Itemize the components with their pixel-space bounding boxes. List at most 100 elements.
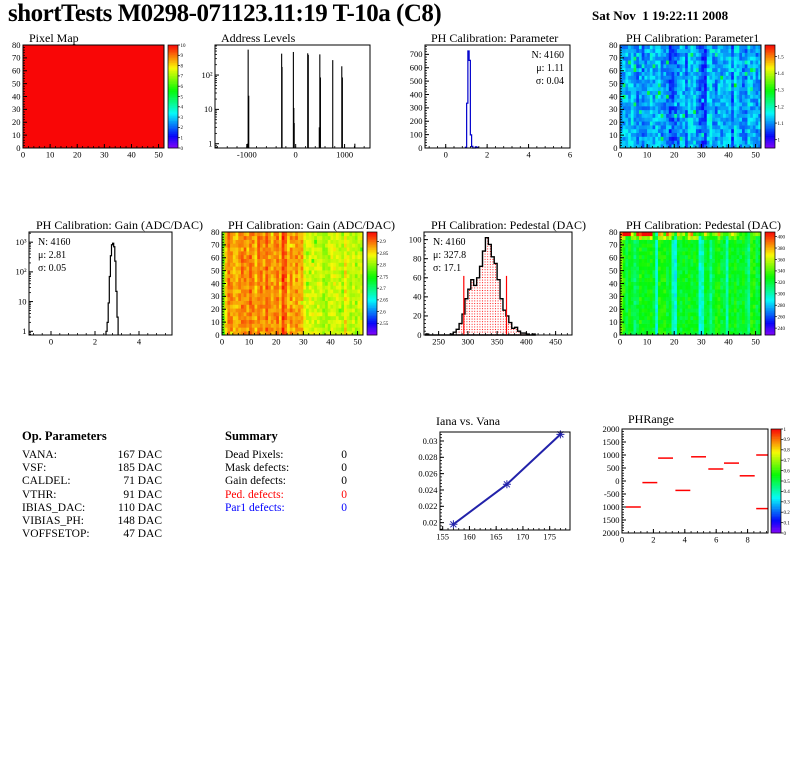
svg-text:70: 70 [609,53,618,63]
param-label: VOFFSETOP: [22,528,90,541]
param-value: 91 DAC [123,488,162,501]
svg-text:80: 80 [609,40,618,50]
svg-text:30: 30 [609,104,618,114]
param-row: VOFFSETOP: 47 DAC [22,528,162,541]
svg-text:σ: 0.05: σ: 0.05 [38,263,66,274]
param-row: VTHR: 91 DAC [22,489,162,502]
param-row: CALDEL: 71 DAC [22,475,162,488]
svg-text:6: 6 [568,150,572,160]
svg-text:9: 9 [181,54,184,59]
svg-text:μ: 2.81: μ: 2.81 [38,250,66,261]
op-parameters-title: Op. Parameters [22,429,107,443]
svg-text:1: 1 [778,138,781,143]
svg-text:-1000: -1000 [237,150,257,160]
svg-text:2: 2 [181,126,184,131]
chart-title: PH Calibration: Gain (ADC/DAC) [228,218,395,232]
svg-text:8: 8 [181,64,184,69]
svg-text:0: 0 [417,330,421,340]
svg-text:40: 40 [127,150,136,160]
svg-text:2.75: 2.75 [380,275,389,280]
svg-text:10²: 10² [15,267,27,277]
svg-text:20: 20 [670,150,679,160]
svg-text:60: 60 [12,66,21,76]
svg-text:20: 20 [73,150,82,160]
param-value: 47 DAC [123,528,162,541]
param-row: VSF: 185 DAC [22,462,162,475]
svg-text:N: 4160: N: 4160 [38,237,71,248]
summary-block: Summary Dead Pixels: 0 Mask defects: 0 Gai… [225,429,347,515]
ph-parameter1-map-chart: PH Calibration: Parameter1 0 10 20 30 40 5001… [609,31,785,160]
svg-text:80: 80 [211,227,220,237]
svg-text:40: 40 [326,337,335,347]
svg-text:30: 30 [100,150,109,160]
svg-text:40: 40 [211,278,220,288]
svg-text:600: 600 [410,63,423,73]
summary-row: Dead Pixels: 0 [225,449,347,462]
panel-gain-hist: PH Calibration: Gain (ADC/DAC) 0 2 4 1 10 10²… [0,218,203,359]
svg-text:0: 0 [294,150,298,160]
chart-title: PH Calibration: Pedestal (DAC) [626,218,781,232]
svg-text:0: 0 [16,143,20,153]
svg-text:300: 300 [461,337,474,347]
svg-text:0: 0 [618,150,622,160]
svg-text:250: 250 [432,337,445,347]
svg-text:300: 300 [410,103,423,113]
svg-text:60: 60 [211,253,220,263]
svg-text:0: 0 [181,147,184,152]
summary-label: Ped. defects: [225,488,284,501]
svg-text:0: 0 [21,150,25,160]
svg-text:6: 6 [181,85,184,90]
svg-text:10: 10 [12,130,21,140]
svg-text:20: 20 [609,117,618,127]
svg-text:10³: 10³ [15,237,27,247]
svg-text:10: 10 [211,317,220,327]
param-label: VTHR: [22,488,57,501]
svg-text:10: 10 [18,296,27,306]
param-value: 110 DAC [118,501,162,514]
iana-vs-vana-chart: Iana vs. Vana 155 160 165 170 1750.020.0220.… [418,414,571,542]
svg-text:60: 60 [609,66,618,76]
svg-text:5: 5 [181,95,184,100]
svg-text:30: 30 [12,104,21,114]
svg-text:2.85: 2.85 [380,252,389,257]
svg-text:50: 50 [751,150,760,160]
svg-text:0: 0 [49,337,53,347]
svg-text:80: 80 [12,40,21,50]
svg-text:100: 100 [409,234,422,244]
svg-text:2.8: 2.8 [380,264,387,269]
svg-text:50: 50 [154,150,163,160]
gain-hist-chart: PH Calibration: Gain (ADC/DAC) 0 2 4 1 10 10²… [15,218,203,347]
svg-text:100: 100 [410,129,423,139]
svg-text:10²: 10² [201,70,213,80]
panel-iana-vs-vana: Iana vs. Vana 155 160 165 170 175 0.02 0.022 0.… [398,406,597,556]
svg-text:1.4: 1.4 [778,72,785,77]
svg-text:500: 500 [410,76,423,86]
panel-phrange: PHRange 0 2 4 6 8 2000 1500 1000 500 0 -500 1000 150… [597,403,796,555]
svg-text:50: 50 [353,337,362,347]
address-levels-chart: Address Levels -1000 0 1000 1 10 10² [201,31,371,160]
summary-value: 0 [341,501,347,514]
panel-pedestal-hist: PH Calibration: Pedestal (DAC) 250 300 350… [398,218,597,359]
param-row: VANA: 167 DAC [22,449,162,462]
chart-title: PH Calibration: Pedestal (DAC) [431,218,586,232]
page-title: shortTests M0298-071123.11:19 T-10a (C8) [8,0,442,27]
chart-title: PHRange [628,412,674,426]
svg-text:70: 70 [211,240,220,250]
param-value: 71 DAC [123,475,162,488]
svg-text:2: 2 [93,337,97,347]
param-label: IBIAS_DAC: [22,501,86,514]
svg-text:N: 4160: N: 4160 [532,50,565,61]
summary-value: 0 [341,462,347,475]
summary-value: 0 [341,488,347,501]
pedestal-map-chart: PH Calibration: Pedestal (DAC) 0 10 20 30 40… [609,218,786,347]
svg-text:1: 1 [208,139,212,149]
summary-row: Par1 defects: 0 [225,502,347,515]
summary-value: 0 [341,449,347,461]
svg-text:40: 40 [12,91,21,101]
pixel-map-chart: Pixel Map 0 10 20 30 40 500102030405060708001… [12,31,186,160]
svg-text:N: 4160: N: 4160 [433,237,466,248]
svg-text:70: 70 [12,53,21,63]
param-row: VIBIAS_PH: 148 DAC [22,515,162,528]
svg-text:1: 1 [181,137,184,142]
svg-text:2.9: 2.9 [380,240,387,245]
